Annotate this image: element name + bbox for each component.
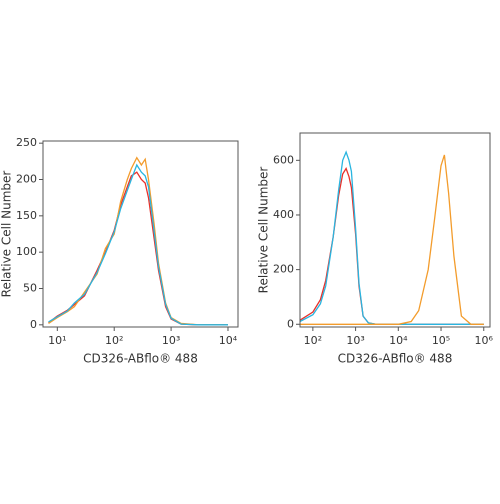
y-tick-label: 250 — [16, 136, 37, 149]
x-tick-label: 10³ — [162, 334, 180, 347]
y-tick-label: 0 — [287, 317, 294, 330]
x-tick-label: 10³ — [346, 334, 364, 347]
histogram-line — [299, 150, 484, 325]
y-tick-label: 400 — [273, 208, 294, 221]
x-tick-label: 10⁵ — [432, 334, 450, 347]
x-tick-label: 10² — [105, 334, 123, 347]
histogram-line — [300, 154, 484, 325]
y-tick-label: 200 — [273, 263, 294, 276]
plot-frame — [42, 140, 239, 328]
histogram-line — [48, 156, 228, 326]
y-axis-title: Relative Cell Number — [257, 167, 271, 294]
histogram-line — [48, 163, 228, 326]
x-tick-label: 10⁴ — [389, 334, 408, 347]
y-tick-label: 0 — [30, 318, 37, 331]
y-tick-label: 100 — [16, 245, 37, 258]
y-tick-label: 200 — [16, 173, 37, 186]
x-tick-label: 10⁴ — [219, 334, 238, 347]
histogram-line — [299, 167, 484, 325]
x-axis-title: CD326-ABflo® 488 — [83, 352, 198, 366]
x-tick-label: 10⁶ — [475, 334, 494, 347]
y-axis-title: Relative Cell Number — [0, 171, 14, 298]
x-tick-label: 10² — [304, 334, 322, 347]
y-tick-label: 50 — [23, 281, 37, 294]
x-tick-label: 10¹ — [48, 334, 66, 347]
plot-frame — [299, 132, 491, 328]
x-axis-title: CD326-ABflo® 488 — [338, 352, 453, 366]
y-tick-label: 150 — [16, 209, 37, 222]
y-tick-label: 600 — [273, 153, 294, 166]
